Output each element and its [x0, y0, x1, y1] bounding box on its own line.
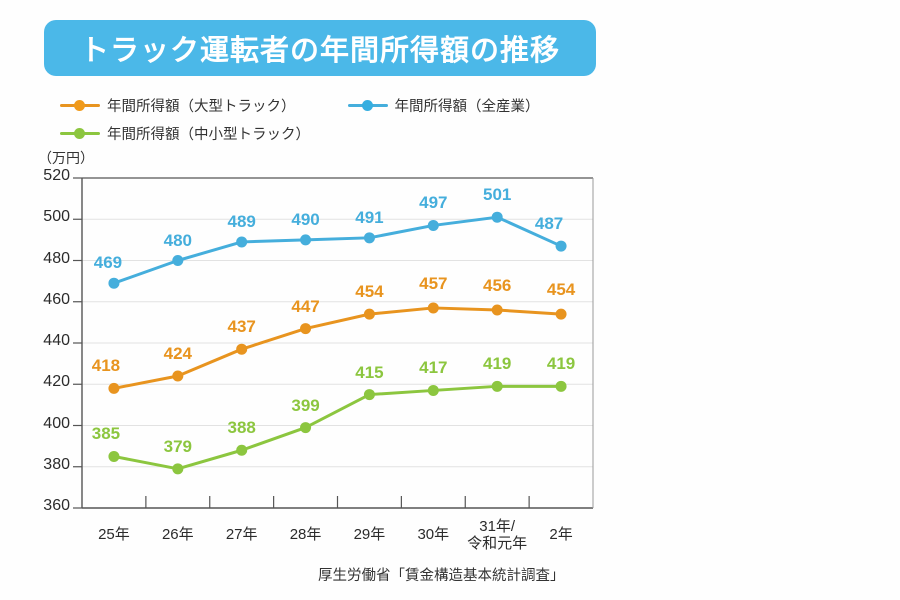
y-axis-tick-label: 480 [43, 249, 70, 267]
data-point-marker [108, 277, 120, 289]
legend-marker-icon-small-truck [60, 125, 100, 141]
data-point-label: 418 [91, 356, 121, 376]
data-point-label: 480 [163, 230, 192, 250]
y-axis-tick-label: 500 [43, 208, 70, 226]
y-axis-unit-label: （万円） [38, 150, 94, 166]
series-line [112, 215, 563, 285]
data-point-marker [300, 234, 312, 246]
x-axis-tick-label: 26年 [161, 526, 194, 543]
data-point-label: 447 [291, 296, 320, 316]
legend-marker-icon-all-industry [347, 97, 388, 113]
data-point-marker [427, 302, 439, 314]
legend-label-all-industry: 年間所得額（全産業） [394, 98, 540, 115]
y-axis-tick-label: 520 [43, 167, 70, 184]
data-point-marker [236, 236, 248, 248]
data-point-marker [363, 232, 375, 244]
data-point-marker [427, 219, 439, 231]
legend-label-small-truck: 年間所得額（中小型トラック） [107, 126, 310, 143]
x-axis-tick-label: 29年 [353, 526, 386, 543]
x-axis-tick-label: 2年 [549, 526, 573, 543]
data-point-marker [108, 382, 120, 394]
data-point-marker [555, 240, 567, 252]
data-point-marker [236, 444, 248, 456]
legend-label-large-truck: 年間所得額（大型トラック） [107, 98, 296, 115]
legend-row-1: 年間所得額（大型トラック） 年間所得額（全産業） [60, 92, 620, 118]
data-point-label: 388 [227, 418, 256, 438]
legend-marker-icon-large-truck [60, 97, 100, 113]
y-axis-tick-label: 400 [43, 414, 70, 432]
x-axis-tick-label: 25年 [98, 526, 130, 543]
data-point-label: 419 [546, 354, 576, 374]
data-point-marker [172, 370, 184, 382]
data-point-marker [363, 389, 375, 401]
data-point-marker [491, 211, 503, 223]
series-line [112, 306, 563, 390]
data-point-label: 491 [355, 207, 384, 227]
series-line [112, 384, 563, 471]
data-point-marker [300, 323, 312, 335]
legend-item-all-industry: 年間所得額（全産業） [347, 95, 540, 116]
data-point-marker [555, 380, 567, 392]
data-point-label: 399 [291, 395, 320, 415]
x-axis-tick-label: 30年 [417, 526, 450, 543]
data-point-label: 415 [355, 362, 384, 382]
data-point-marker [427, 384, 439, 396]
data-point-marker [491, 304, 503, 316]
y-axis-tick-label: 380 [43, 455, 70, 473]
data-point-marker [172, 463, 184, 475]
data-point-label: 497 [419, 193, 448, 213]
chart-legend: 年間所得額（大型トラック） 年間所得額（全産業） 年間所得額（中小型トラック） [60, 92, 620, 146]
y-axis-tick-label: 440 [43, 332, 70, 349]
data-point-label: 501 [483, 185, 512, 205]
data-point-label: 419 [483, 354, 512, 374]
data-point-label: 489 [227, 211, 256, 231]
data-point-label: 417 [419, 358, 448, 378]
page-title: トラック運転者の年間所得額の推移 [79, 35, 560, 67]
source-note: 厚生労働省「賃金構造基本統計調査」 [318, 568, 565, 584]
data-point-marker [236, 343, 248, 355]
data-point-label: 456 [483, 276, 512, 295]
data-point-label: 379 [163, 436, 192, 456]
x-axis-tick-label: 28年 [289, 526, 322, 543]
x-axis-tick-label: 27年 [225, 526, 258, 543]
data-point-label: 490 [291, 209, 320, 229]
legend-row-2: 年間所得額（中小型トラック） [60, 120, 620, 146]
y-axis-tick-label: 360 [43, 497, 70, 514]
data-point-label: 454 [546, 280, 576, 300]
data-point-marker [108, 450, 120, 462]
data-point-label: 454 [355, 282, 384, 302]
data-point-label: 487 [534, 214, 564, 234]
data-point-marker [555, 308, 567, 320]
data-point-label: 469 [93, 253, 123, 273]
legend-item-small-truck: 年間所得額（中小型トラック） [60, 123, 310, 144]
data-point-marker [491, 380, 503, 392]
x-axis-tick-label: 31年/令和元年 [467, 518, 528, 553]
y-axis-tick-label: 420 [43, 373, 70, 391]
data-point-marker [172, 255, 184, 266]
data-point-marker [363, 308, 375, 320]
data-point-label: 437 [227, 317, 256, 337]
data-point-label: 424 [163, 344, 192, 363]
legend-item-large-truck: 年間所得額（大型トラック） [60, 95, 296, 116]
data-point-label: 457 [419, 273, 448, 293]
page-title-banner: トラック運転者の年間所得額の推移 [44, 20, 596, 76]
data-point-marker [300, 422, 312, 434]
y-axis-tick-label: 460 [43, 290, 70, 308]
data-point-label: 385 [91, 424, 121, 444]
